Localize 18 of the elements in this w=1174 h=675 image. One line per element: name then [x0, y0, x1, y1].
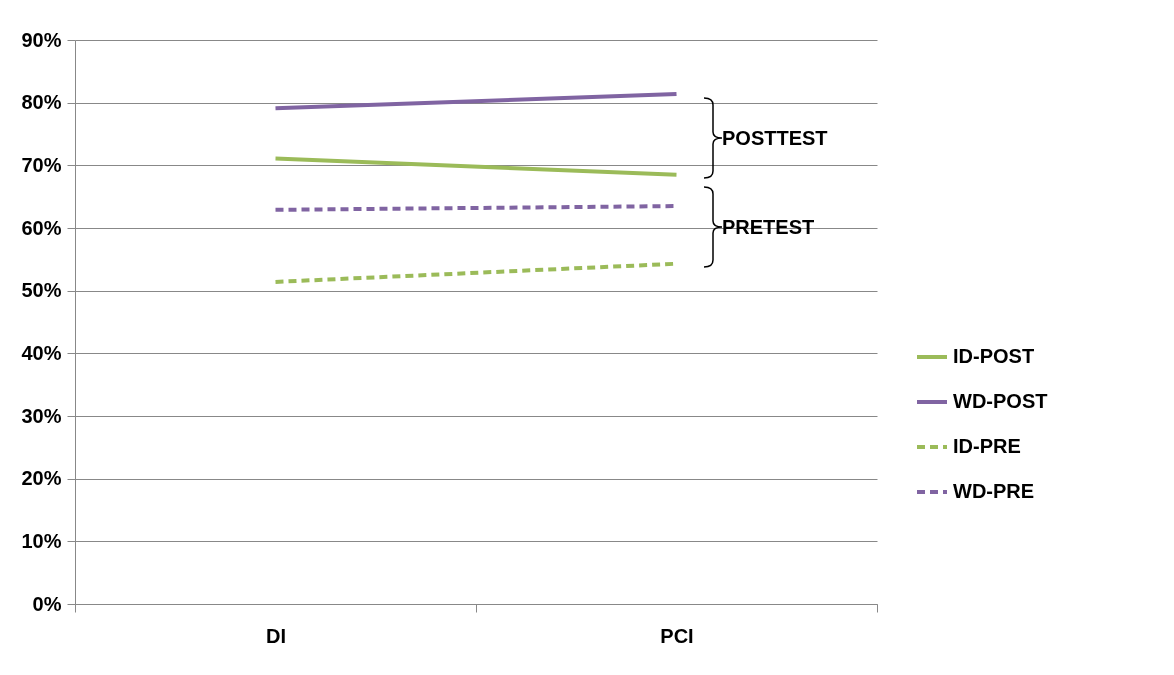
legend-label: WD-PRE	[953, 480, 1035, 502]
y-tick-label: 50%	[21, 279, 62, 302]
y-tick-label: 60%	[21, 216, 62, 239]
y-tick-label: 90%	[21, 28, 62, 51]
legend-label: ID-POST	[953, 345, 1035, 367]
y-tick-label: 80%	[21, 91, 62, 114]
x-tick-label: PCI	[660, 624, 694, 647]
annotation: PRETEST	[722, 216, 815, 238]
legend-label: WD-POST	[953, 390, 1048, 412]
legend-label: ID-PRE	[953, 435, 1021, 457]
y-tick-label: 20%	[21, 467, 62, 490]
x-tick-label: DI	[266, 624, 286, 647]
annotation: POSTTEST	[722, 127, 828, 149]
y-tick-label: 70%	[21, 153, 62, 176]
y-tick-label: 40%	[21, 341, 62, 364]
y-tick-label: 10%	[21, 529, 62, 552]
y-tick-label: 30%	[21, 404, 62, 427]
y-tick-label: 0%	[32, 592, 62, 615]
